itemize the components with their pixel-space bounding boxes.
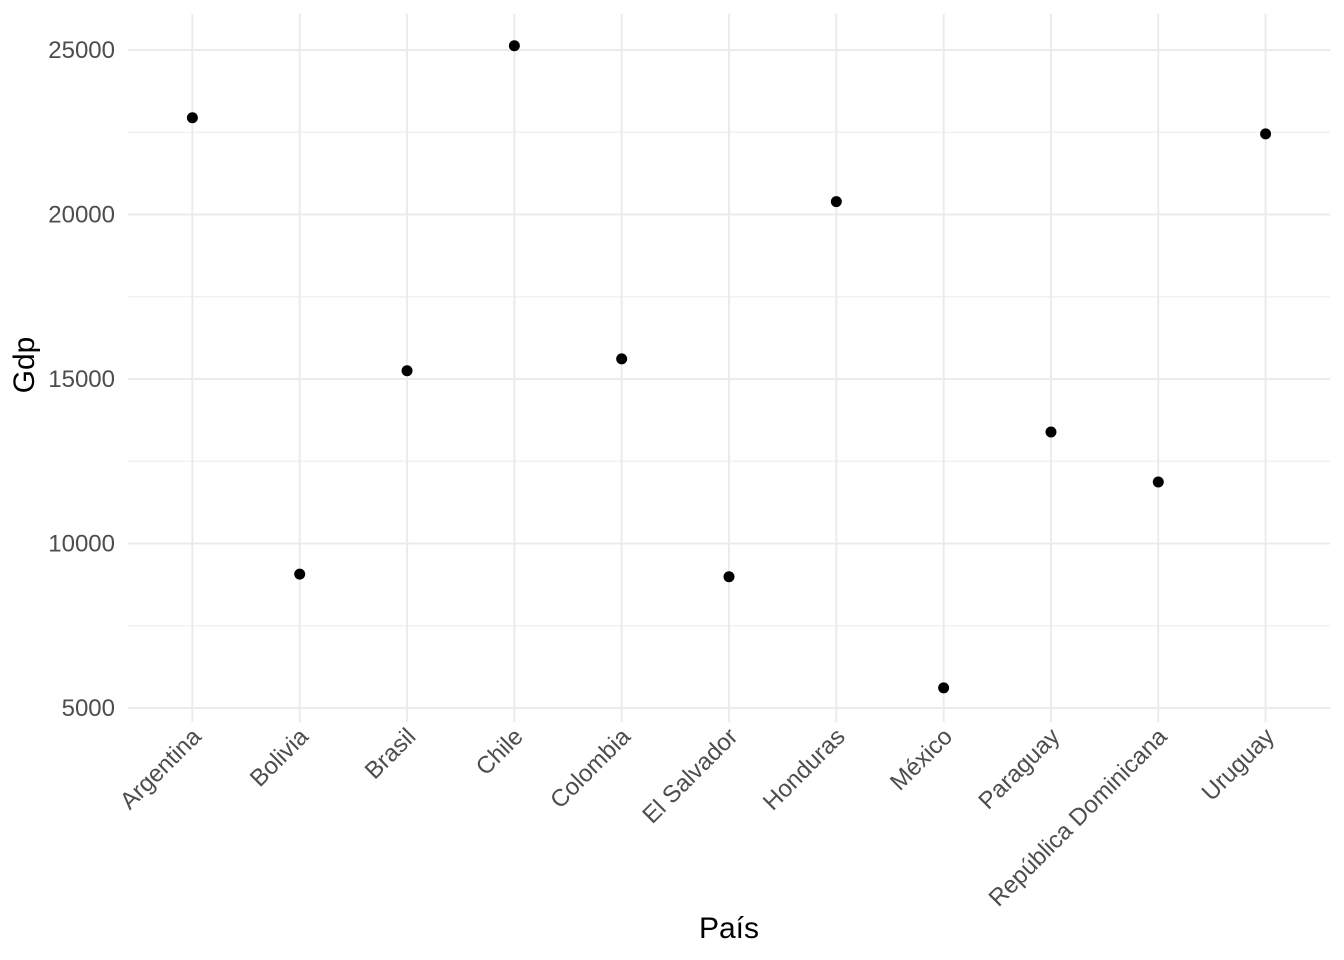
data-point xyxy=(508,40,520,52)
data-point xyxy=(938,682,950,694)
x-axis-title: País xyxy=(698,912,760,945)
data-point xyxy=(1045,426,1057,438)
data-point xyxy=(616,353,628,365)
y-tick-label: 15000 xyxy=(48,366,115,393)
y-tick-label: 5000 xyxy=(62,695,115,722)
data-point xyxy=(401,365,413,377)
x-tick-label: El Salvador xyxy=(637,723,743,829)
x-tick-label: Brasil xyxy=(360,723,422,785)
y-tick-label: 10000 xyxy=(48,530,115,557)
x-tick-label: República Dominicana xyxy=(984,723,1173,912)
data-point xyxy=(186,112,198,124)
data-point xyxy=(830,196,842,208)
data-point xyxy=(1260,128,1272,140)
x-tick-label: México xyxy=(885,723,958,796)
x-tick-label: Bolivia xyxy=(245,723,315,793)
x-tick-label: Honduras xyxy=(758,723,851,816)
x-tick-label: Paraguay xyxy=(973,723,1065,815)
data-point xyxy=(1152,476,1164,488)
x-tick-label: Chile xyxy=(471,723,529,781)
x-tick-label: Colombia xyxy=(545,723,636,814)
data-point xyxy=(294,568,306,580)
data-point xyxy=(723,571,735,583)
y-tick-label: 20000 xyxy=(48,201,115,228)
y-axis-title: Gdp xyxy=(8,336,41,394)
y-tick-label: 25000 xyxy=(48,37,115,64)
x-tick-label: Uruguay xyxy=(1197,723,1280,806)
x-tick-label: Argentina xyxy=(115,723,207,815)
